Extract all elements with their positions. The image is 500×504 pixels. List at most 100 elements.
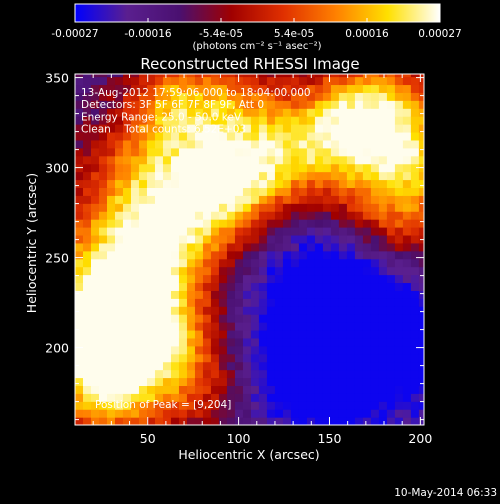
heatmap-cell <box>130 76 140 86</box>
heatmap-cell <box>282 274 292 284</box>
heatmap-cell <box>242 92 252 101</box>
heatmap-cell <box>402 417 412 425</box>
heatmap-cell <box>154 401 164 410</box>
heatmap-cell <box>194 171 204 181</box>
heatmap-cell <box>418 219 424 228</box>
heatmap-cell <box>410 353 420 363</box>
heatmap-cell <box>178 131 188 141</box>
heatmap-cell <box>346 108 356 117</box>
heatmap-cell <box>138 155 148 165</box>
heatmap-cell <box>122 337 132 347</box>
heatmap-cell <box>322 139 332 149</box>
heatmap-cell <box>75 242 84 252</box>
heatmap-cell <box>402 92 412 101</box>
heatmap-cell <box>418 124 424 133</box>
heatmap-cell <box>91 377 100 386</box>
heatmap-cell <box>274 282 284 291</box>
heatmap-cell <box>338 385 348 394</box>
heatmap-cell <box>138 211 148 220</box>
heatmap-cell <box>138 361 148 371</box>
heatmap-cell <box>210 258 220 268</box>
heatmap-cell <box>402 306 412 315</box>
heatmap-cell <box>322 234 332 244</box>
heatmap-cell <box>394 74 404 78</box>
heatmap-cell <box>91 393 100 402</box>
heatmap-cell <box>354 242 364 252</box>
heatmap-cell <box>83 322 92 331</box>
heatmap-cell <box>138 337 148 347</box>
heatmap-cell <box>250 393 260 402</box>
heatmap-cell <box>338 274 348 284</box>
heatmap-cell <box>226 298 236 307</box>
heatmap-cell <box>306 258 316 268</box>
heatmap-cell <box>202 353 212 363</box>
heatmap-cell <box>394 131 404 141</box>
heatmap-cell <box>91 250 100 260</box>
heatmap-cell <box>162 211 172 220</box>
heatmap-cell <box>186 250 196 260</box>
heatmap-cell <box>330 409 340 418</box>
heatmap-cell <box>410 417 420 425</box>
heatmap-cell <box>210 369 220 379</box>
heatmap-cell <box>354 369 364 379</box>
heatmap-cell <box>338 124 348 133</box>
heatmap-cell <box>362 163 372 173</box>
heatmap-cell <box>122 306 132 315</box>
heatmap-cell <box>378 369 388 379</box>
heatmap-cell <box>290 266 300 276</box>
heatmap-cell <box>226 385 236 394</box>
heatmap-cell <box>91 155 100 165</box>
heatmap-cell <box>386 163 396 173</box>
heatmap-cell <box>130 108 140 117</box>
heatmap-cell <box>242 147 252 157</box>
heatmap-cell <box>218 234 228 244</box>
heatmap-cell <box>210 211 220 220</box>
heatmap-cell <box>178 171 188 181</box>
heatmap-cell <box>282 155 292 165</box>
heatmap-cell <box>234 322 244 331</box>
heatmap-cell <box>170 306 180 315</box>
heatmap-cell <box>290 203 300 212</box>
heatmap-cell <box>106 258 116 268</box>
heatmap-cell <box>146 116 156 125</box>
heatmap-cell <box>362 84 372 93</box>
heatmap-cell <box>274 274 284 284</box>
heatmap-cell <box>186 131 196 141</box>
heatmap-cell <box>98 163 108 173</box>
heatmap-cell <box>234 266 244 276</box>
heatmap-cell <box>186 393 196 402</box>
heatmap-cell <box>258 147 268 157</box>
heatmap-cell <box>210 361 220 371</box>
heatmap-cell <box>194 74 204 78</box>
heatmap-cell <box>122 92 132 101</box>
heatmap-cell <box>258 329 268 339</box>
heatmap-cell <box>362 258 372 268</box>
heatmap-cell <box>98 116 108 125</box>
heatmap-cell <box>306 306 316 315</box>
heatmap-cell <box>226 290 236 299</box>
heatmap-cell <box>154 76 164 86</box>
heatmap-cell <box>98 282 108 291</box>
heatmap-cell <box>194 242 204 252</box>
heatmap-cell <box>162 203 172 212</box>
heatmap-cell <box>130 84 140 93</box>
heatmap-cell <box>146 100 156 109</box>
heatmap-cell <box>130 124 140 133</box>
heatmap-cell <box>170 108 180 117</box>
heatmap-cell <box>338 337 348 347</box>
heatmap-cell <box>234 139 244 149</box>
heatmap-cell <box>314 361 324 371</box>
heatmap-cell <box>346 74 356 78</box>
heatmap-cell <box>83 298 92 307</box>
heatmap-cell <box>362 282 372 291</box>
heatmap-cell <box>138 116 148 125</box>
heatmap-cell <box>242 131 252 141</box>
heatmap-cell <box>402 76 412 86</box>
heatmap-cell <box>91 369 100 379</box>
heatmap-cell <box>274 163 284 173</box>
heatmap-cell <box>170 124 180 133</box>
heatmap-cell <box>274 147 284 157</box>
heatmap-cell <box>338 298 348 307</box>
heatmap-cell <box>330 234 340 244</box>
heatmap-cell <box>338 171 348 181</box>
